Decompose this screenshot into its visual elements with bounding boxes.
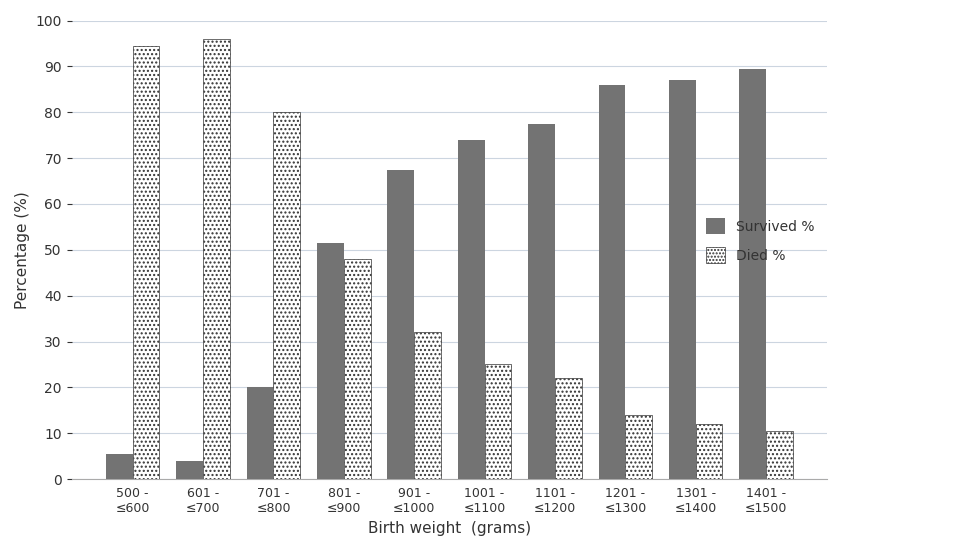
Bar (414, 332, 441, 479)
Y-axis label: Percentage (%): Percentage (%) (15, 191, 30, 309)
Bar (176, 461, 203, 479)
Bar (133, 46, 160, 479)
Bar (344, 259, 370, 479)
Bar (555, 378, 582, 479)
Bar (484, 364, 511, 479)
Bar (669, 80, 696, 479)
Bar (457, 140, 484, 479)
Bar (274, 112, 300, 479)
Bar (247, 387, 274, 479)
Bar (528, 123, 555, 479)
Legend: Survived %, Died %: Survived %, Died % (701, 213, 820, 268)
Bar (106, 454, 133, 479)
Bar (766, 431, 792, 479)
Bar (317, 243, 344, 479)
X-axis label: Birth weight  (grams): Birth weight (grams) (367, 521, 531, 536)
Bar (598, 85, 625, 479)
Bar (696, 424, 723, 479)
Bar (740, 69, 766, 479)
Bar (203, 39, 230, 479)
Bar (388, 170, 414, 479)
Bar (625, 415, 652, 479)
